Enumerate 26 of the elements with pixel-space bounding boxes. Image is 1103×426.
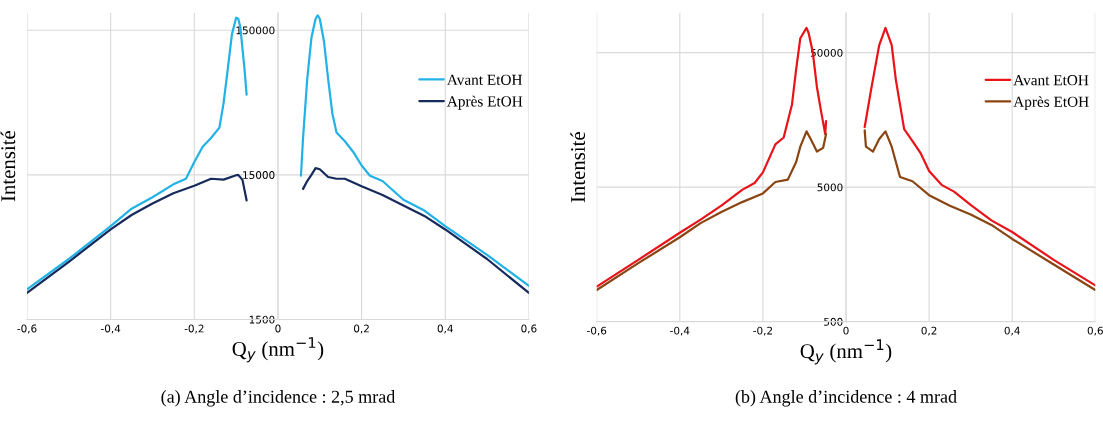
x-tick-label: 0,4 (437, 324, 453, 334)
x-tick-label: -0,4 (101, 324, 121, 334)
legend-label: Après EtOH (446, 95, 523, 110)
x-tick-label: 0,2 (921, 326, 937, 336)
x-tick-label: -0,4 (670, 326, 690, 336)
legend-label: Avant EtOH (1013, 75, 1089, 86)
x-tick-label: 0,6 (1087, 326, 1103, 336)
y-tick-label: 15000 (243, 171, 275, 179)
y-axis-title: Intensité (570, 132, 586, 203)
x-tick-label: 0 (843, 326, 849, 335)
x-tick-label: 0,2 (354, 324, 369, 334)
x-tick-label: -0,2 (184, 324, 204, 334)
x-tick-label: 0,4 (1004, 326, 1020, 336)
x-tick-label: 0,6 (521, 324, 537, 334)
text: (a) Angle d’incidence : 2,5 mrad (161, 390, 396, 407)
legend-label: Après EtOH (1013, 96, 1089, 111)
y-tick-label: 5000 (817, 183, 843, 192)
text: (b) Angle d’incidence : 4 mrad (735, 390, 957, 407)
y-axis-title: Intensité (0, 130, 16, 202)
x-tick-label: -0,6 (587, 326, 607, 336)
x-tick-label: -0,6 (17, 324, 37, 334)
x-axis-title: Q$_{y}$ (nm$^{−1}$) (232, 337, 324, 363)
legend-label: Avant EtOH (446, 74, 523, 85)
x-axis-title: Q$_{y}$ (nm$^{−1}$) (800, 339, 892, 365)
x-tick-label: 0 (275, 324, 281, 333)
x-tick-label: -0,2 (753, 326, 773, 336)
